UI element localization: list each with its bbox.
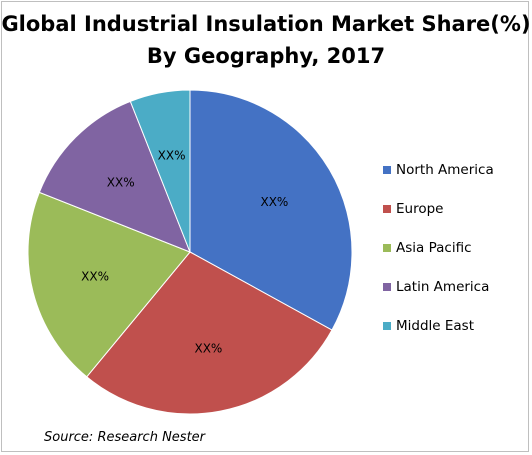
legend-item-asia-pacific: Asia Pacific [383,238,523,277]
pie-slice-middle-east [129,89,191,253]
slice-label-north-america: XX% [260,195,288,209]
pie-slices [27,89,353,415]
slice-label-latin-america: XX% [107,176,135,190]
chart-title: Global Industrial Insulation Market Shar… [0,8,532,72]
legend-item-middle-east: Middle East [383,316,523,355]
pie-slice-europe [86,251,333,415]
legend-label-latin-america: Latin America [396,279,490,295]
chart-legend: North America Europe Asia Pacific Latin … [383,160,523,355]
slice-label-middle-east: XX% [158,149,186,163]
slice-label-asia-pacific: XX% [81,269,109,283]
pie-slice-latin-america [38,100,191,253]
source-note: Source: Research Nester [44,430,206,445]
chart-title-line-2: By Geography, 2017 [146,44,386,68]
legend-label-europe: Europe [396,201,444,217]
legend-label-asia-pacific: Asia Pacific [396,240,472,256]
pie-slice-asia-pacific [27,191,191,378]
legend-item-europe: Europe [383,199,523,238]
legend-item-north-america: North America [383,160,523,199]
pie-labels: XX% XX% XX% XX% XX% [81,149,288,356]
legend-label-middle-east: Middle East [396,318,475,334]
legend-swatch-north-america [383,166,391,174]
pie-slice-north-america [189,89,353,331]
chart-title-line-1: Global Industrial Insulation Market Shar… [1,12,531,36]
legend-swatch-latin-america [383,283,391,291]
legend-swatch-asia-pacific [383,244,391,252]
legend-swatch-europe [383,205,391,213]
legend-swatch-middle-east [383,322,391,330]
legend-item-latin-america: Latin America [383,277,523,316]
legend-label-north-america: North America [396,162,494,178]
slice-label-europe: XX% [194,341,222,355]
